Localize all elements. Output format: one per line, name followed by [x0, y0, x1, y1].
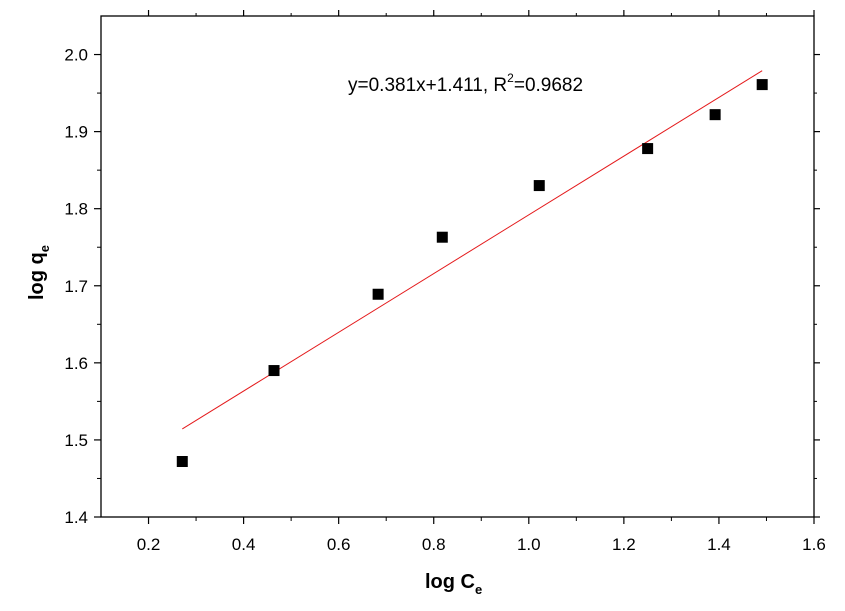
- equation-suffix: =0.9682: [514, 75, 583, 96]
- y-tick-label: 2.0: [64, 46, 88, 65]
- data-point: [533, 180, 545, 192]
- x-axis-label-sub: e: [475, 582, 482, 597]
- x-tick-label: 1.0: [517, 535, 541, 554]
- y-tick-label: 1.7: [64, 277, 88, 296]
- plot-frame: [100, 15, 815, 518]
- data-point: [756, 79, 768, 91]
- y-axis-label-sub: e: [37, 245, 52, 252]
- y-axis-label: log qe: [26, 245, 52, 300]
- data-point: [436, 231, 448, 243]
- data-point: [372, 288, 384, 300]
- equation-prefix: y=0.381x+1.411, R: [348, 75, 507, 96]
- x-tick-label: 0.6: [327, 535, 351, 554]
- equation-annotation: y=0.381x+1.411, R2=0.9682: [348, 71, 583, 96]
- data-point: [709, 109, 721, 121]
- y-axis-label-main: log q: [26, 252, 48, 300]
- x-tick-label: 1.2: [612, 535, 636, 554]
- y-tick-label: 1.6: [64, 354, 88, 373]
- data-points: [176, 79, 768, 468]
- x-tick-label: 0.2: [137, 535, 161, 554]
- data-point: [642, 143, 654, 155]
- y-tick-label: 1.5: [64, 431, 88, 450]
- y-tick-label: 1.9: [64, 123, 88, 142]
- x-axis-label-main: log C: [425, 571, 475, 593]
- x-tick-label: 1.6: [802, 535, 826, 554]
- x-axis-label: log Ce: [425, 571, 482, 597]
- data-point: [268, 365, 280, 377]
- x-tick-label: 0.4: [232, 535, 256, 554]
- data-point: [176, 456, 188, 468]
- x-tick-label: 1.4: [707, 535, 731, 554]
- x-tick-label: 0.8: [422, 535, 446, 554]
- axis-ticks: 0.2 0.4 0.6 0.8 1.0 1.2 1.4 1.6 1.4 1.5 1.6 1.7 1.8 1…: [64, 10, 826, 554]
- y-tick-label: 1.8: [64, 200, 88, 219]
- y-tick-label: 1.4: [64, 508, 88, 527]
- equation-superscript: 2: [507, 71, 514, 85]
